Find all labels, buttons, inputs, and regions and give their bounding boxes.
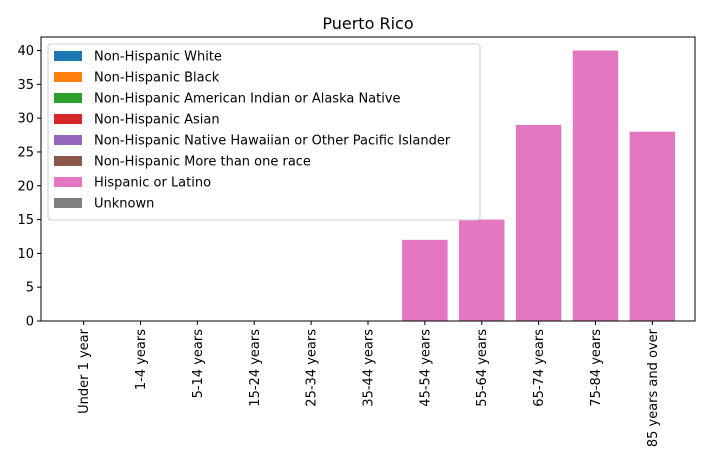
bar-85-years-and-over bbox=[629, 131, 676, 321]
legend-label: Non-Hispanic More than one race bbox=[94, 155, 311, 170]
legend: Non-Hispanic White Non-Hispanic Black Non-… bbox=[47, 43, 481, 221]
legend-label: Non-Hispanic Black bbox=[94, 71, 220, 86]
x-tick-label: 25-34 years bbox=[305, 329, 320, 407]
bar-65-74-years bbox=[515, 124, 562, 322]
x-tick-label: 55-64 years bbox=[475, 329, 490, 407]
legend-swatch bbox=[54, 72, 82, 82]
legend-label: Non-Hispanic American Indian or Alaska N… bbox=[94, 92, 401, 107]
x-tick-label: 45-54 years bbox=[418, 329, 433, 407]
legend-swatch bbox=[54, 51, 82, 61]
bar-45-54-years bbox=[402, 239, 448, 321]
y-tick-label: 10 bbox=[17, 247, 34, 262]
x-tick-label: 1-4 years bbox=[134, 329, 149, 390]
y-tick-label: 0 bbox=[26, 315, 34, 330]
x-tick-label: Under 1 year bbox=[77, 328, 92, 414]
legend-label: Non-Hispanic White bbox=[94, 50, 222, 65]
x-tick-label: 15-24 years bbox=[248, 329, 263, 407]
legend-swatch bbox=[54, 93, 82, 103]
x-axis: Under 1 year 1-4 years 5-14 years 15-24 yea… bbox=[77, 321, 661, 447]
bars-group bbox=[402, 50, 676, 322]
y-tick-label: 5 bbox=[26, 281, 34, 296]
y-tick-label: 30 bbox=[17, 112, 34, 127]
legend-swatch bbox=[54, 135, 82, 145]
y-tick-label: 40 bbox=[17, 44, 34, 59]
y-tick-label: 25 bbox=[17, 145, 34, 160]
y-tick-label: 35 bbox=[17, 78, 34, 93]
x-tick-label: 75-84 years bbox=[589, 329, 604, 407]
bar-55-64-years bbox=[458, 219, 505, 321]
legend-swatch bbox=[54, 177, 82, 187]
bar-75-84-years bbox=[572, 50, 619, 322]
legend-swatch bbox=[54, 198, 82, 208]
x-tick-label: 85 years and over bbox=[646, 328, 661, 447]
y-tick-label: 15 bbox=[17, 213, 34, 228]
legend-label: Unknown bbox=[94, 197, 154, 212]
y-tick-label: 20 bbox=[17, 179, 34, 194]
x-tick-label: 65-74 years bbox=[532, 329, 547, 407]
legend-box bbox=[47, 43, 481, 221]
x-tick-label: 35-44 years bbox=[362, 329, 377, 407]
legend-label: Non-Hispanic Native Hawaiian or Other Pa… bbox=[94, 134, 451, 149]
x-tick-label: 5-14 years bbox=[191, 329, 206, 399]
legend-label: Hispanic or Latino bbox=[94, 176, 211, 191]
y-axis: 0 5 10 15 20 25 30 35 40 bbox=[17, 44, 41, 330]
legend-swatch bbox=[54, 156, 82, 166]
chart-title: Puerto Rico bbox=[322, 14, 413, 33]
legend-label: Non-Hispanic Asian bbox=[94, 113, 220, 128]
legend-swatch bbox=[54, 114, 82, 124]
